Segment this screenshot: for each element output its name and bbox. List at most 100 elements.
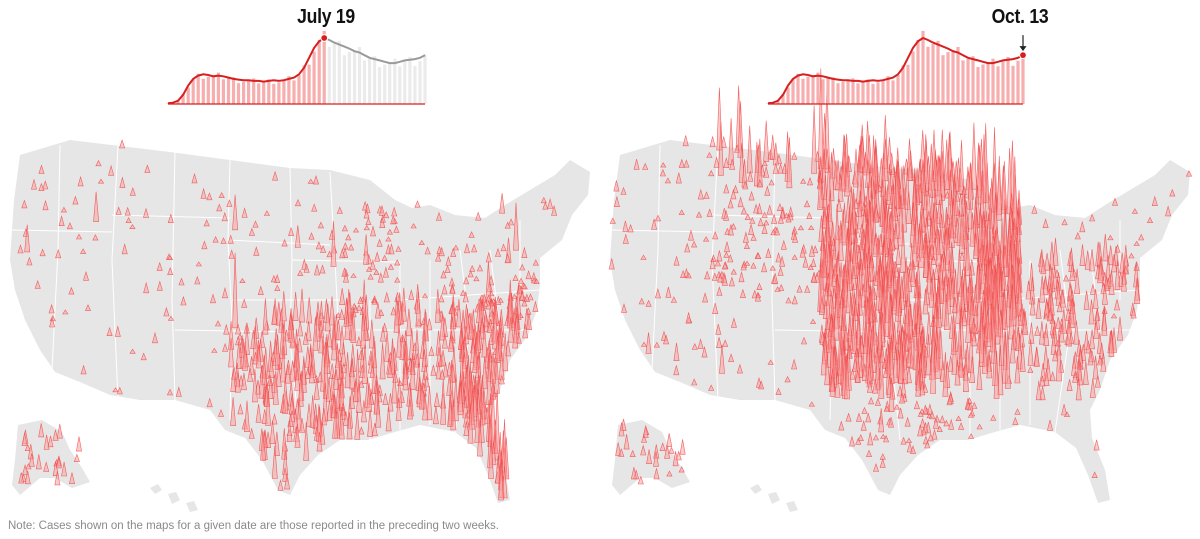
case-spike: [338, 407, 345, 440]
sparkline-bar: [418, 60, 422, 104]
sparkline-bar: [951, 50, 955, 104]
case-spike: [761, 211, 768, 218]
case-spike: [277, 479, 284, 491]
case-spike: [716, 286, 723, 296]
case-spike: [659, 168, 666, 177]
case-spike: [1055, 317, 1062, 329]
state-border: [227, 239, 331, 246]
case-spike: [867, 432, 874, 446]
case-spike: [512, 321, 519, 349]
case-spike: [777, 214, 784, 224]
case-spike: [350, 272, 357, 278]
sparkline-bar: [1011, 65, 1015, 104]
case-spike: [772, 163, 779, 174]
sparkline-bar: [976, 67, 980, 104]
case-spike: [620, 303, 628, 313]
state-border: [771, 151, 776, 401]
case-spike: [744, 213, 751, 220]
case-spike: [297, 320, 304, 337]
case-spike: [1014, 356, 1021, 384]
case-spike: [302, 332, 309, 345]
case-spike: [260, 431, 267, 461]
sparkline-bar: [211, 75, 215, 104]
case-spike: [1169, 188, 1176, 197]
case-spike: [253, 246, 260, 256]
case-spike: [469, 264, 476, 272]
case-spike: [21, 432, 28, 446]
case-spike: [288, 226, 295, 236]
case-spike: [993, 350, 1000, 399]
case-spike: [1052, 237, 1059, 266]
case-spike: [422, 392, 429, 421]
case-spike: [525, 269, 532, 280]
case-spike: [666, 470, 673, 477]
case-spike: [1084, 250, 1091, 270]
case-spike: [66, 222, 73, 230]
case-spike: [383, 211, 390, 219]
case-spike: [282, 374, 289, 414]
current-date-marker: [1019, 51, 1027, 60]
case-spike: [997, 344, 1004, 396]
sparkline-bar: [393, 58, 397, 104]
case-spike: [736, 363, 743, 374]
sparkline-bar: [347, 52, 351, 104]
case-spike: [408, 289, 415, 300]
case-spike: [129, 224, 136, 229]
case-spike: [909, 445, 917, 454]
case-spike: [824, 356, 831, 386]
case-spike: [640, 444, 647, 456]
sparkline-bar: [282, 79, 286, 104]
case-spike: [274, 284, 281, 291]
case-spike: [273, 431, 280, 456]
sparkline-bar: [1021, 54, 1025, 104]
case-spike: [363, 234, 370, 265]
case-spike: [771, 213, 778, 224]
case-spike: [281, 238, 288, 247]
case-spike: [532, 300, 539, 312]
case-spike: [821, 206, 828, 229]
case-spike: [248, 427, 255, 439]
case-spike: [60, 206, 68, 213]
case-spike: [1031, 204, 1038, 214]
case-spike: [763, 219, 770, 226]
case-spike: [664, 177, 671, 184]
case-spike: [284, 474, 291, 490]
case-spike: [42, 180, 49, 190]
sparkline-past-line: [767, 36, 1024, 105]
case-spike: [380, 326, 386, 342]
case-spike: [951, 296, 958, 314]
sparkline-bar: [971, 56, 975, 104]
case-spike: [929, 410, 936, 420]
case-spike: [370, 225, 376, 237]
case-spike: [659, 442, 666, 451]
case-spike: [379, 216, 386, 228]
case-spike: [915, 369, 922, 397]
case-spike: [976, 423, 983, 430]
sparkline-bar: [201, 78, 205, 104]
case-spike: [317, 221, 324, 229]
case-spike: [622, 220, 629, 232]
case-spike: [796, 284, 803, 293]
case-spike: [394, 259, 401, 266]
case-spike: [664, 445, 671, 459]
case-spike: [156, 261, 163, 271]
case-spike: [637, 475, 644, 485]
case-spike: [717, 121, 724, 176]
case-spike: [125, 216, 132, 223]
case-spike: [853, 148, 859, 188]
sparkline-bar: [388, 62, 392, 104]
case-spike: [1040, 259, 1047, 275]
case-spike: [262, 298, 269, 335]
case-spike: [272, 370, 279, 405]
case-spike: [849, 368, 856, 380]
case-spike: [972, 233, 979, 259]
case-spike: [367, 409, 374, 437]
case-spike: [712, 231, 719, 240]
case-spike: [683, 159, 690, 168]
case-spike: [383, 291, 390, 303]
case-spike: [289, 360, 296, 382]
case-spike: [1069, 262, 1076, 281]
case-spike: [468, 231, 475, 238]
case-spike: [294, 199, 302, 207]
case-spike: [640, 341, 648, 347]
